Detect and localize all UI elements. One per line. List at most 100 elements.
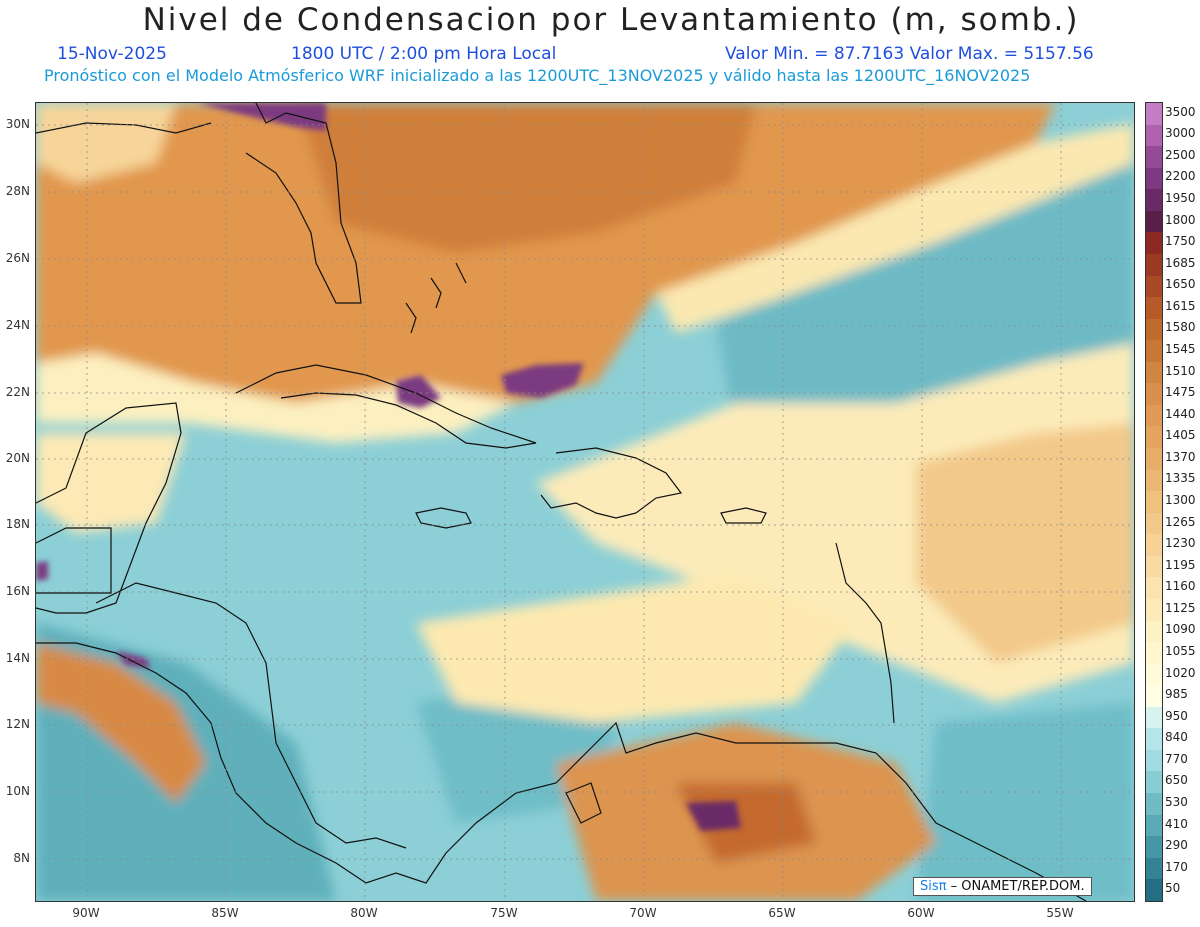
lon-label: 90W: [72, 906, 100, 920]
lon-label: 60W: [907, 906, 935, 920]
colorbar-level-label: 410: [1165, 816, 1188, 831]
colorbar-level-label: 1020: [1165, 665, 1196, 680]
colorbar-level-label: 1545: [1165, 342, 1196, 357]
colorbar-level-label: 1950: [1165, 191, 1196, 206]
colorbar-level-label: 3000: [1165, 126, 1196, 141]
colorbar-segment: [1146, 275, 1162, 298]
colorbar-segment: [1146, 555, 1162, 578]
colorbar-segment: [1146, 879, 1162, 901]
lat-label: 30N: [5, 117, 30, 131]
colorbar-level-label: 530: [1165, 794, 1188, 809]
colorbar-level-label: 1160: [1165, 579, 1196, 594]
colorbar-level-label: 2500: [1165, 147, 1196, 162]
lat-label: 14N: [5, 651, 30, 665]
colorbar-level-label: 50: [1165, 881, 1181, 896]
model-description: Pronóstico con el Modelo Atmósferico WRF…: [44, 66, 1031, 85]
lon-label: 55W: [1046, 906, 1074, 920]
lat-label: 10N: [5, 784, 30, 798]
colorbar-level-label: 1405: [1165, 428, 1196, 443]
colorbar-level-label: 1650: [1165, 277, 1196, 292]
lat-label: 22N: [5, 385, 30, 399]
colorbar-segment: [1146, 404, 1162, 427]
colorbar-segment: [1146, 685, 1162, 707]
colorbar-segment: [1146, 361, 1162, 384]
colorbar-segment: [1146, 167, 1162, 190]
colorbar-segment: [1146, 728, 1162, 750]
colorbar-segment: [1146, 210, 1162, 233]
colorbar-level-label: 1615: [1165, 298, 1196, 313]
coastlines: [36, 103, 1087, 901]
colorbar-segment: [1146, 598, 1162, 621]
lat-label: 28N: [5, 184, 30, 198]
colorbar-segment: [1146, 189, 1162, 211]
colorbar-level-label: 1055: [1165, 643, 1196, 658]
colorbar-level-label: 290: [1165, 838, 1188, 853]
colorbar-level-label: 770: [1165, 751, 1188, 766]
colorbar-segment: [1146, 534, 1162, 556]
colorbar: [1145, 102, 1163, 902]
colorbar-segment: [1146, 512, 1162, 535]
colorbar-level-label: 1475: [1165, 385, 1196, 400]
colorbar-segment: [1146, 491, 1162, 513]
colorbar-level-label: 1265: [1165, 514, 1196, 529]
colorbar-segment: [1146, 253, 1162, 276]
lat-label: 16N: [5, 584, 30, 598]
colorbar-level-label: 1090: [1165, 622, 1196, 637]
colorbar-segment: [1146, 577, 1162, 599]
colorbar-level-label: 1195: [1165, 557, 1196, 572]
credit-box: Sisπ – ONAMET/REP.DOM.: [913, 877, 1092, 896]
colorbar-level-label: 1580: [1165, 320, 1196, 335]
colorbar-level-label: 650: [1165, 773, 1188, 788]
colorbar-segment: [1146, 793, 1162, 815]
lat-label: 12N: [5, 717, 30, 731]
colorbar-level-label: 1125: [1165, 600, 1196, 615]
colorbar-segment: [1146, 749, 1162, 772]
lat-label: 26N: [5, 251, 30, 265]
forecast-time: 1800 UTC / 2:00 pm Hora Local: [291, 44, 557, 64]
lon-label: 85W: [211, 906, 239, 920]
colorbar-level-label: 1335: [1165, 471, 1196, 486]
lon-label: 80W: [350, 906, 378, 920]
colorbar-segment: [1146, 448, 1162, 470]
colorbar-level-label: 1800: [1165, 212, 1196, 227]
colorbar-segment: [1146, 124, 1162, 147]
colorbar-segment: [1146, 771, 1162, 793]
lon-label: 65W: [768, 906, 796, 920]
colorbar-segment: [1146, 340, 1162, 362]
colorbar-segment: [1146, 857, 1162, 880]
colorbar-segment: [1146, 620, 1162, 643]
colorbar-level-label: 1370: [1165, 449, 1196, 464]
lat-label: 20N: [5, 451, 30, 465]
colorbar-level-label: 1685: [1165, 255, 1196, 270]
colorbar-level-label: 985: [1165, 687, 1188, 702]
colorbar-segment: [1146, 318, 1162, 341]
credit-org: – ONAMET/REP.DOM.: [946, 879, 1085, 894]
colorbar-segment: [1146, 232, 1162, 254]
colorbar-segment: [1146, 663, 1162, 686]
colorbar-level-label: 3500: [1165, 104, 1196, 119]
colorbar-level-label: 1440: [1165, 406, 1196, 421]
colorbar-segment: [1146, 426, 1162, 448]
colorbar-segment: [1146, 146, 1162, 168]
colorbar-level-label: 1300: [1165, 493, 1196, 507]
lat-label: 8N: [13, 851, 30, 865]
lat-label: 18N: [5, 517, 30, 531]
colorbar-level-label: 1230: [1165, 536, 1196, 551]
colorbar-segment: [1146, 706, 1162, 729]
colorbar-level-label: 2200: [1165, 169, 1196, 184]
colorbar-segment: [1146, 814, 1162, 837]
forecast-date: 15-Nov-2025: [57, 44, 167, 64]
graticule: [36, 103, 1134, 901]
map-title: Nivel de Condensacion por Levantamiento …: [142, 2, 1080, 38]
colorbar-level-label: 1510: [1165, 363, 1196, 378]
colorbar-level-label: 1750: [1165, 234, 1196, 249]
forecast-map[interactable]: [35, 102, 1135, 902]
colorbar-segment: [1146, 103, 1162, 125]
colorbar-level-label: 840: [1165, 730, 1188, 745]
map-canvas: [36, 103, 1134, 901]
lat-label: 24N: [5, 318, 30, 332]
sispi-logo: Sisπ: [920, 879, 947, 894]
colorbar-segment: [1146, 469, 1162, 492]
colorbar-level-label: 170: [1165, 859, 1188, 874]
colorbar-segment: [1146, 383, 1162, 405]
